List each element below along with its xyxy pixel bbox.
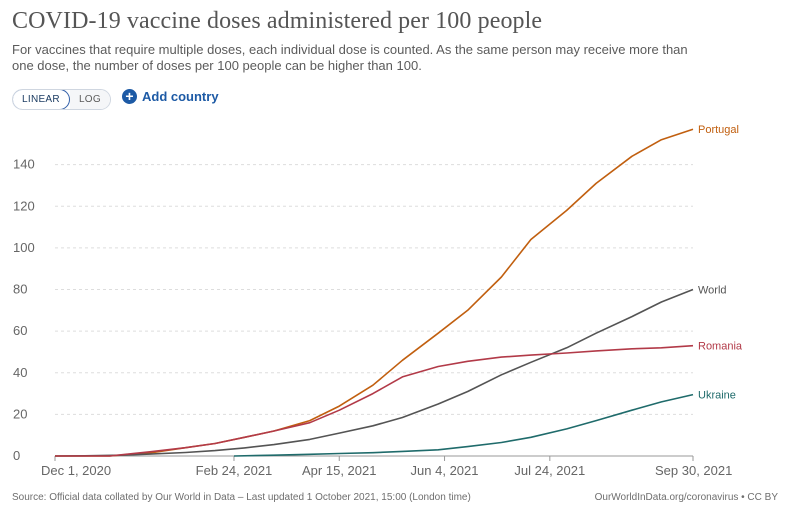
log-scale-button[interactable]: LOG (69, 90, 110, 109)
y-tick-label: 60 (13, 323, 27, 338)
series-label-ukraine: Ukraine (698, 390, 736, 402)
add-country-label: Add country (142, 89, 219, 104)
series-line-portugal (55, 128, 694, 457)
x-tick-label: Sep 30, 2021 (655, 463, 732, 478)
linear-scale-button[interactable]: LINEAR (12, 90, 70, 109)
series-line-world (54, 288, 694, 457)
y-tick-label: 40 (13, 365, 27, 380)
chart-subtitle: For vaccines that require multiple doses… (12, 42, 688, 73)
source-note: Source: Official data collated by Our Wo… (12, 492, 471, 503)
series-label-portugal: Portugal (698, 124, 739, 136)
y-tick-label: 120 (13, 198, 35, 213)
chart-title: COVID-19 vaccine doses administered per … (12, 8, 543, 34)
y-tick-label: 100 (13, 240, 35, 255)
y-tick-label: 140 (13, 157, 35, 172)
add-country-button[interactable]: + Add country (122, 89, 219, 104)
credit-link[interactable]: OurWorldInData.org/coronavirus • CC BY (594, 492, 778, 503)
series-label-world: World (698, 285, 727, 297)
x-tick-label: Apr 15, 2021 (302, 463, 376, 478)
y-tick-label: 20 (13, 406, 27, 421)
series-line-ukraine (233, 393, 694, 457)
plus-icon: + (122, 89, 137, 104)
scale-toggle: LINEAR LOG (12, 89, 111, 110)
series-label-romania: Romania (698, 341, 743, 353)
x-tick-label: Dec 1, 2020 (41, 463, 111, 478)
x-tick-label: Jun 4, 2021 (411, 463, 479, 478)
x-tick-label: Feb 24, 2021 (196, 463, 273, 478)
series-line-romania (55, 344, 694, 457)
y-tick-label: 0 (13, 448, 20, 463)
y-tick-label: 80 (13, 282, 27, 297)
x-tick-label: Jul 24, 2021 (514, 463, 585, 478)
